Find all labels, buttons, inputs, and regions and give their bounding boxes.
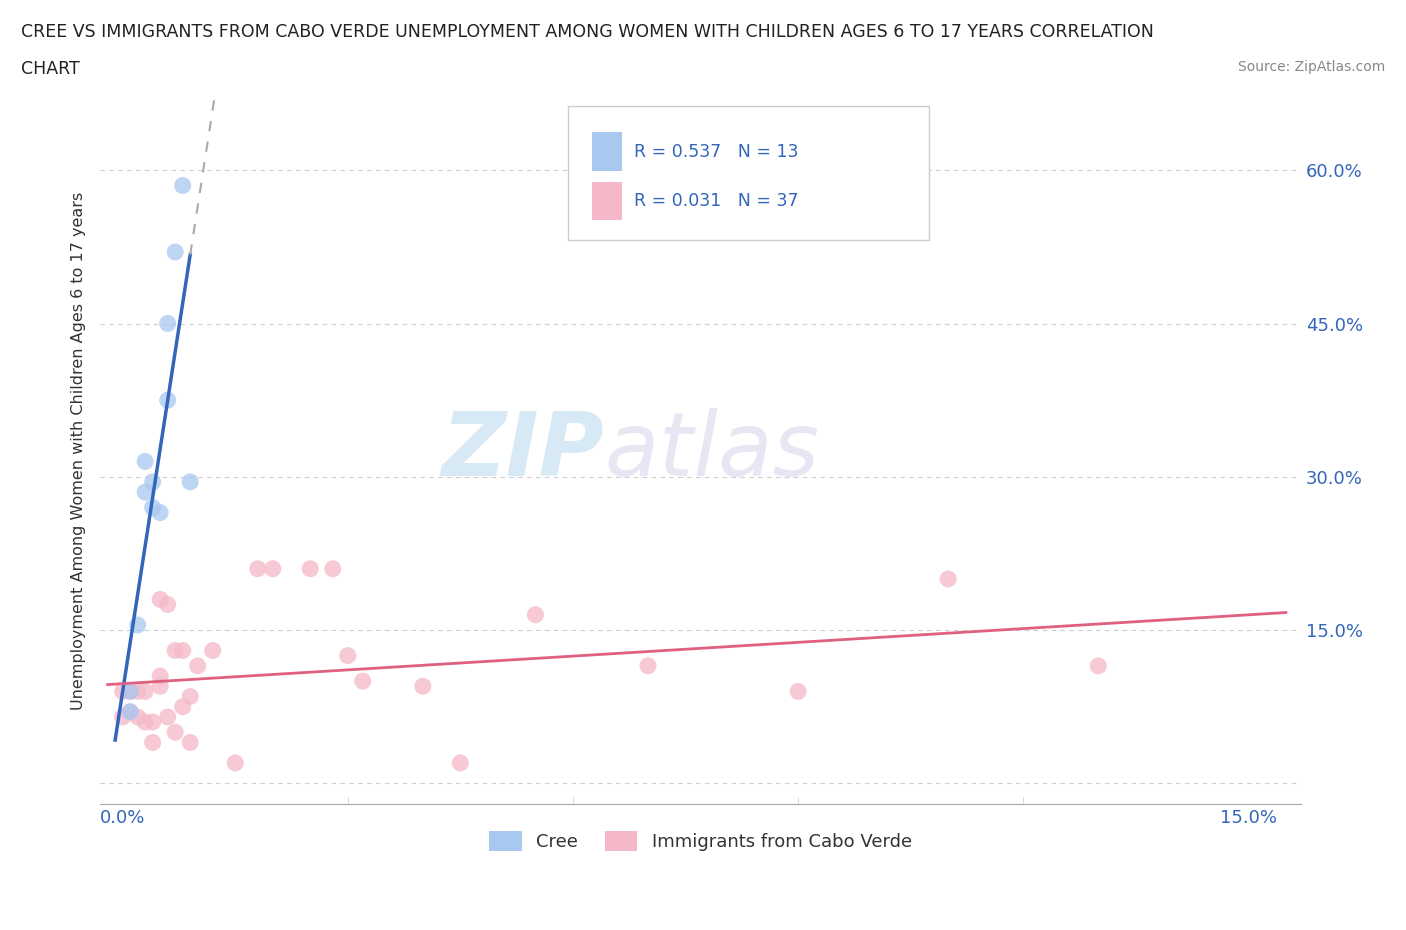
Text: ZIP: ZIP [441, 407, 605, 495]
Point [165, 245, 187, 259]
Point [787, 684, 810, 698]
Point [142, 714, 165, 729]
Point [127, 684, 149, 698]
Point [172, 179, 194, 193]
Point [352, 673, 374, 688]
Point [134, 714, 156, 729]
Point [156, 597, 179, 612]
Point [336, 648, 359, 663]
Point [187, 658, 209, 673]
Text: CHART: CHART [21, 60, 80, 78]
Text: R = 0.537   N = 13: R = 0.537 N = 13 [634, 142, 799, 161]
Point [637, 658, 659, 673]
Point [134, 454, 156, 469]
Point [172, 699, 194, 714]
Point [142, 474, 165, 489]
Point [1087, 658, 1109, 673]
Point [149, 592, 172, 607]
Point [120, 684, 142, 698]
Point [142, 500, 165, 515]
Point [412, 679, 434, 694]
Point [156, 392, 179, 407]
Point [111, 684, 134, 698]
Point [142, 735, 165, 750]
Point [524, 607, 547, 622]
Point [156, 710, 179, 724]
Y-axis label: Unemployment Among Women with Children Ages 6 to 17 years: Unemployment Among Women with Children A… [72, 193, 86, 711]
Point [127, 710, 149, 724]
Point [165, 643, 187, 658]
FancyBboxPatch shape [592, 132, 623, 171]
FancyBboxPatch shape [568, 106, 928, 240]
Point [149, 679, 172, 694]
Point [224, 755, 246, 770]
Point [936, 572, 959, 587]
Point [179, 689, 201, 704]
Point [201, 643, 224, 658]
Point [179, 474, 201, 489]
Point [111, 710, 134, 724]
Point [149, 669, 172, 684]
Point [172, 643, 194, 658]
Point [156, 316, 179, 331]
Text: CREE VS IMMIGRANTS FROM CABO VERDE UNEMPLOYMENT AMONG WOMEN WITH CHILDREN AGES 6: CREE VS IMMIGRANTS FROM CABO VERDE UNEMP… [21, 23, 1154, 41]
Point [179, 735, 201, 750]
Point [262, 562, 284, 577]
Point [120, 684, 142, 698]
Point [246, 562, 269, 577]
Point [127, 618, 149, 632]
Point [120, 704, 142, 719]
Text: R = 0.031   N = 37: R = 0.031 N = 37 [634, 192, 799, 210]
Point [449, 755, 471, 770]
Point [165, 724, 187, 739]
Point [134, 485, 156, 499]
Point [149, 505, 172, 520]
Text: atlas: atlas [605, 408, 820, 494]
Point [322, 562, 344, 577]
Legend: Cree, Immigrants from Cabo Verde: Cree, Immigrants from Cabo Verde [482, 824, 920, 858]
Point [134, 684, 156, 698]
Point [299, 562, 322, 577]
FancyBboxPatch shape [592, 181, 623, 220]
Point [120, 704, 142, 719]
Text: Source: ZipAtlas.com: Source: ZipAtlas.com [1237, 60, 1385, 74]
